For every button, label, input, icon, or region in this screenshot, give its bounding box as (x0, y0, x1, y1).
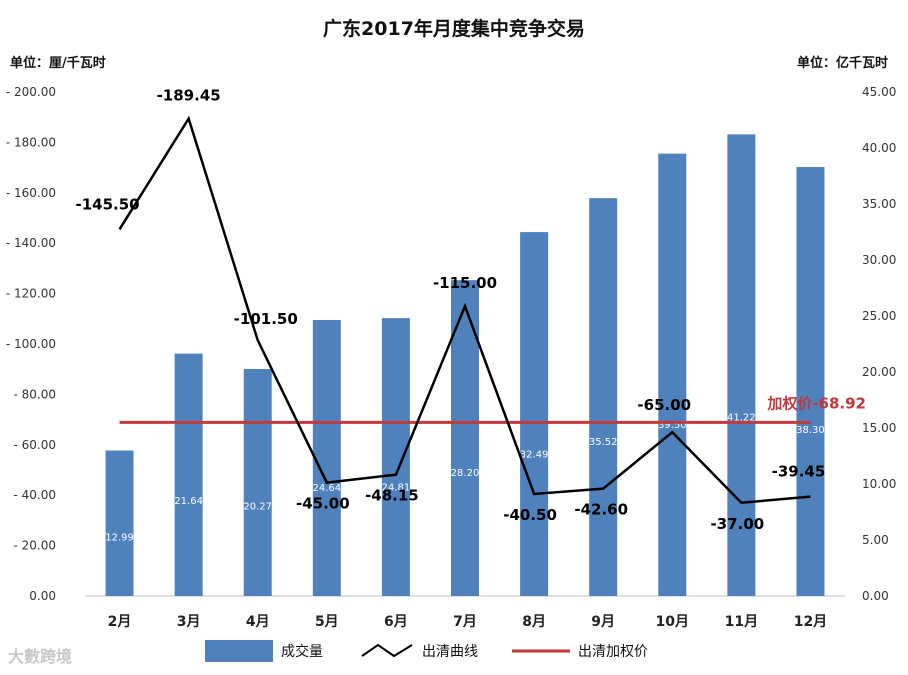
line-data-label: -189.45 (157, 87, 221, 105)
bar (589, 198, 618, 596)
bar-data-label: 20.27 (243, 502, 272, 513)
right-axis-tick-label: 15.00 (862, 421, 896, 435)
watermark: 大數跨境 (8, 647, 73, 666)
x-axis-tick-label: 2月 (108, 614, 132, 630)
line-data-label: -42.60 (574, 501, 628, 519)
bar-data-label: 41.22 (727, 413, 756, 424)
left-axis-tick-label: 0.00 (29, 589, 56, 603)
left-axis-tick-label: - 20.00 (14, 539, 57, 553)
x-axis-tick-label: 10月 (656, 614, 689, 630)
legend-line: 出清曲线 (360, 640, 478, 662)
x-axis-tick-label: 6月 (384, 614, 408, 630)
bar (796, 167, 825, 597)
left-axis-tick-label: - 60.00 (14, 438, 57, 452)
bar (658, 153, 687, 596)
left-axis-tick-label: - 140.00 (6, 236, 56, 250)
x-axis-tick-label: 12月 (794, 614, 827, 630)
legend-bar-swatch (205, 640, 273, 662)
bar (105, 450, 134, 596)
bar-data-label: 39.50 (658, 420, 687, 431)
right-axis-tick-label: 5.00 (862, 533, 889, 547)
legend-line-label: 出清曲线 (422, 644, 478, 660)
bar-data-label: 21.64 (174, 496, 203, 507)
bar (727, 134, 756, 596)
left-axis-tick-label: - 200.00 (6, 85, 56, 99)
right-axis-tick-label: 30.00 (862, 253, 896, 267)
bar-data-label: 32.49 (520, 450, 549, 461)
left-axis-tick-label: - 80.00 (14, 387, 57, 401)
x-axis-tick-label: 4月 (246, 614, 270, 630)
left-axis-tick-label: - 180.00 (6, 135, 56, 149)
bar (520, 232, 549, 596)
legend-bar: 成交量 (205, 640, 323, 662)
x-axis-tick-label: 5月 (315, 614, 339, 630)
bar-data-label: 12.99 (105, 533, 134, 544)
left-axis-tick-label: - 100.00 (6, 337, 56, 351)
chart-title: 广东2017年月度集中竞争交易 (323, 18, 585, 40)
line-data-label: -45.00 (296, 495, 350, 513)
bar-data-label: 24.64 (312, 483, 341, 494)
x-axis-tick-label: 3月 (177, 614, 201, 630)
right-axis-tick-label: 45.00 (862, 85, 896, 99)
x-axis-tick-label: 8月 (522, 614, 546, 630)
right-axis-unit: 单位：亿千瓦时 (796, 56, 888, 71)
right-axis-tick-label: 20.00 (862, 365, 896, 379)
line-data-label: -115.00 (433, 274, 497, 292)
right-axis-tick-label: 25.00 (862, 309, 896, 323)
bar (381, 318, 410, 596)
left-axis-tick-label: - 160.00 (6, 186, 56, 200)
left-axis-tick-label: - 120.00 (6, 287, 56, 301)
line-data-label: -37.00 (711, 515, 765, 533)
line-data-label: -48.15 (365, 487, 419, 505)
x-axis-tick-label: 9月 (591, 614, 615, 630)
clearing-price-line (118, 115, 811, 505)
legend-hline: 出清加权价 (512, 640, 648, 662)
legend-line-swatch (361, 643, 413, 658)
weighted-price-label: 加权价-68.92 (766, 394, 866, 412)
legend-hline-swatch (512, 649, 570, 653)
right-axis-tick-label: 10.00 (862, 477, 896, 491)
bar-data-label: 35.52 (589, 437, 618, 448)
right-axis-tick-label: 35.00 (862, 197, 896, 211)
right-axis-tick-label: 40.00 (862, 141, 896, 155)
bar-data-label: 28.20 (451, 468, 480, 479)
line-data-label: -101.50 (234, 310, 298, 328)
legend-bar-label: 成交量 (281, 644, 323, 660)
bar-data-label: 38.30 (796, 425, 825, 436)
bar (312, 320, 341, 596)
legend-hline-label: 出清加权价 (578, 644, 648, 660)
line-data-label: -39.45 (772, 463, 826, 481)
bar (243, 368, 272, 596)
bar-data-label: 24.81 (382, 482, 411, 493)
bar (174, 353, 203, 596)
x-axis-tick-label: 7月 (453, 614, 477, 630)
line-data-label: -65.00 (637, 396, 691, 414)
left-axis-tick-label: - 40.00 (14, 488, 57, 502)
right-axis-tick-label: 0.00 (862, 589, 889, 603)
left-axis-unit: 单位：厘/千瓦时 (10, 56, 106, 71)
line-data-label: -145.50 (75, 195, 139, 213)
x-axis-tick-label: 11月 (725, 614, 758, 630)
line-data-label: -40.50 (503, 506, 557, 524)
